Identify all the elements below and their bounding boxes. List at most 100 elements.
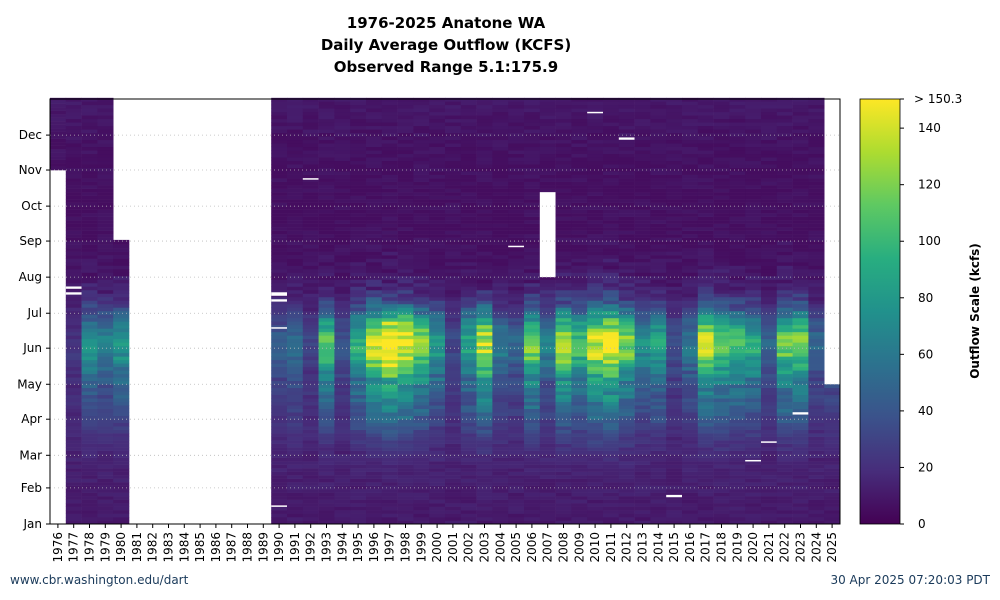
heatmap-cell [413,118,430,123]
heatmap-cell [555,314,572,319]
heatmap-cell [808,447,825,451]
heatmap-cell [302,429,319,434]
heatmap-cell [271,342,288,347]
heatmap-cell [508,108,525,113]
heatmap-cell [460,359,477,364]
heatmap-cell [539,101,556,106]
heatmap-cell [666,489,683,493]
heatmap-cell [492,216,509,221]
heatmap-cell [555,286,572,291]
heatmap-cell [81,401,98,406]
heatmap-cell [350,457,367,462]
heatmap-cell [97,282,114,287]
heatmap-cell [97,286,114,291]
heatmap-cell [761,433,778,437]
y-tick-label-oct: Oct [21,199,42,213]
heatmap-cell [618,153,635,158]
heatmap-cell [808,115,825,120]
heatmap-cell [729,405,746,410]
heatmap-cell [445,398,462,403]
heatmap-cell [603,272,620,277]
x-tick-label-2019: 2019 [730,532,744,563]
heatmap-cell [524,447,541,451]
heatmap-cell [618,251,635,256]
heatmap-cell [745,279,762,284]
heatmap-cell [808,478,825,483]
heatmap-cell [334,433,351,437]
heatmap-cell [97,101,114,106]
heatmap-cell [445,447,462,451]
heatmap-cell [334,104,351,109]
heatmap-cell [524,164,541,168]
heatmap-cell [413,258,430,263]
heatmap-cell [366,115,383,120]
heatmap-cell [81,377,98,382]
heatmap-cell [808,517,825,521]
heatmap-cell [697,426,714,430]
heatmap-cell [287,167,304,172]
heatmap-cell [113,303,130,308]
heatmap-cell [713,510,730,514]
heatmap-cell [776,286,793,291]
heatmap-cell [682,520,699,525]
heatmap-cell [682,450,699,455]
heatmap-cell [555,251,572,256]
heatmap-cell [808,248,825,252]
heatmap-cell [81,202,98,207]
heatmap-cell [65,97,82,102]
heatmap-cell [603,178,620,182]
heatmap-cell [397,485,414,490]
heatmap-cell [460,195,477,200]
heatmap-cell [697,338,714,343]
heatmap-cell [524,220,541,224]
heatmap-cell [429,415,446,420]
heatmap-cell [571,496,588,500]
heatmap-cell [65,108,82,113]
heatmap-cell [460,269,477,273]
heatmap-cell [65,468,82,472]
x-tick-label-1981: 1981 [130,532,144,563]
heatmap-cell [97,335,114,340]
heatmap-cell [761,136,778,141]
heatmap-cell [776,499,793,504]
heatmap-cell [476,415,493,420]
heatmap-cell [776,356,793,361]
heatmap-cell [824,503,841,507]
heatmap-cell [334,450,351,455]
heatmap-cell [492,195,509,200]
heatmap-cell [113,300,130,305]
heatmap-cell [603,160,620,165]
heatmap-cell [366,269,383,273]
heatmap-cell [618,461,635,465]
heatmap-cell [413,366,430,371]
heatmap-cell [350,202,367,207]
missing-data-gap [65,292,82,295]
heatmap-cell [350,111,367,116]
heatmap-cell [113,457,130,462]
heatmap-cell [113,377,130,382]
heatmap-cell [334,419,351,423]
heatmap-cell [808,282,825,287]
heatmap-cell [713,289,730,294]
heatmap-cell [413,199,430,203]
heatmap-cell [476,510,493,514]
heatmap-cell [761,373,778,378]
heatmap-cell [271,461,288,465]
heatmap-cell [492,199,509,203]
heatmap-cell [524,192,541,196]
heatmap-cell [445,468,462,472]
heatmap-cell [476,349,493,354]
heatmap-cell [776,251,793,256]
heatmap-cell [587,447,604,451]
heatmap-cell [650,118,667,123]
heatmap-cell [429,265,446,270]
heatmap-cell [397,160,414,165]
heatmap-cell [271,282,288,287]
heatmap-cell [808,101,825,106]
heatmap-cell [397,216,414,221]
heatmap-cell [113,429,130,434]
heatmap-cell [729,223,746,228]
heatmap-cell [682,440,699,444]
heatmap-cell [539,310,556,315]
heatmap-cell [334,454,351,458]
